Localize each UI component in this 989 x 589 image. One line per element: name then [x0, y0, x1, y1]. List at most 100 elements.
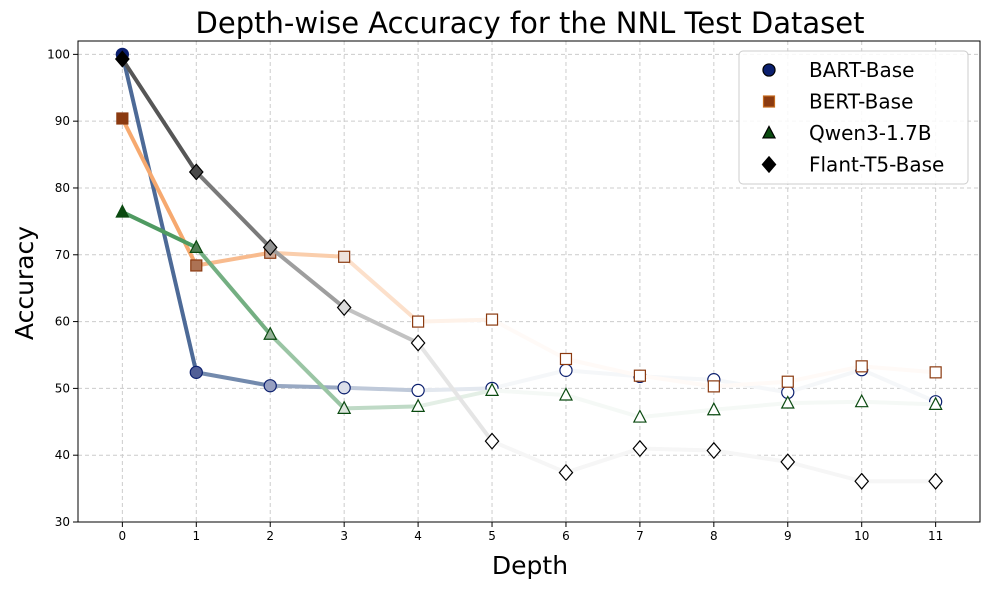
triangle-marker — [189, 239, 204, 253]
x-tick-label: 9 — [784, 529, 792, 543]
line-segment — [563, 368, 642, 379]
axis-ticks: 0 1 2 3 4 5 6 7 8 9 10 11 30 40 50 60 70 80 90 100 — [47, 47, 943, 543]
diamond-marker — [558, 463, 574, 482]
square-marker — [762, 95, 776, 108]
x-tick-label: 11 — [928, 529, 943, 543]
x-axis-label: Depth — [492, 551, 568, 580]
y-tick-label: 80 — [55, 181, 70, 195]
legend-box — [738, 50, 969, 185]
square-marker — [707, 380, 720, 393]
x-tick-label: 6 — [562, 529, 570, 543]
line-segment — [120, 52, 199, 375]
y-tick-label: 50 — [55, 381, 70, 395]
x-tick-label: 10 — [854, 529, 869, 543]
chart-title: Depth-wise Accuracy for the NNL Test Dat… — [196, 6, 865, 40]
diamond-marker — [114, 50, 130, 68]
line-segment — [637, 407, 716, 420]
legend-label: Flant-T5-Base — [809, 153, 944, 177]
square-marker — [633, 369, 647, 382]
diamond-marker — [262, 238, 278, 257]
square-marker — [485, 313, 499, 326]
triangle-marker — [761, 125, 777, 139]
triangle-marker — [928, 396, 943, 410]
x-tick-label: 2 — [266, 529, 274, 543]
series-qwen3-1-7b — [115, 204, 943, 423]
square-marker — [781, 375, 794, 388]
line-segment — [785, 459, 864, 484]
line-segment — [785, 364, 864, 384]
line-segment — [120, 57, 199, 174]
legend-label: BART-Base — [809, 58, 914, 82]
triangle-marker — [411, 398, 426, 412]
line-segment — [120, 210, 199, 250]
triangle-marker — [337, 400, 352, 414]
x-tick-label: 7 — [636, 529, 644, 543]
diamond-marker — [706, 441, 722, 460]
diamond-marker — [484, 432, 500, 450]
plot-series — [114, 47, 944, 490]
square-marker — [116, 112, 129, 125]
x-tick-label: 3 — [340, 529, 348, 543]
y-tick-label: 100 — [47, 47, 70, 61]
square-marker — [190, 259, 203, 272]
line-segment — [194, 245, 273, 337]
line-segment — [859, 399, 938, 407]
triangle-marker — [115, 204, 130, 218]
line-segment — [416, 340, 495, 444]
y-tick-label: 70 — [55, 248, 70, 262]
line-segment — [342, 385, 421, 393]
line-segment — [637, 446, 716, 453]
triangle-marker — [706, 401, 721, 416]
x-tick-label: 1 — [192, 529, 200, 543]
legend-label: BERT-Base — [809, 90, 913, 114]
plot-frame — [77, 40, 981, 523]
line-segment — [490, 368, 568, 391]
line-segment — [785, 399, 864, 406]
square-marker — [855, 360, 868, 373]
line-segment — [416, 388, 495, 409]
y-tick-label: 30 — [55, 515, 70, 529]
circle-marker — [263, 379, 277, 393]
square-marker — [411, 315, 425, 328]
square-marker — [559, 352, 573, 366]
circle-marker — [189, 365, 203, 380]
diamond-marker — [632, 439, 648, 458]
diamond-marker — [928, 472, 944, 490]
line-segment — [859, 364, 938, 375]
triangle-marker — [780, 395, 795, 409]
line-segment — [342, 305, 421, 345]
legend: BART-Base BERT-Base Qwen3-1.7B Flant-T5-Bas… — [738, 50, 969, 185]
line-segment — [268, 250, 347, 259]
circle-marker — [762, 63, 776, 77]
line-segment — [268, 332, 347, 411]
line-segment — [563, 393, 642, 420]
diamond-marker — [188, 163, 204, 181]
diamond-marker — [336, 298, 352, 317]
x-tick-label: 0 — [119, 529, 127, 543]
series-flant-t5-base — [114, 50, 944, 490]
line-segment — [194, 370, 273, 388]
line-segment — [342, 404, 421, 411]
x-tick-label: 8 — [710, 529, 718, 543]
y-tick-label: 60 — [55, 315, 70, 329]
line-segment — [563, 356, 642, 378]
triangle-marker — [263, 326, 278, 340]
triangle-marker — [484, 382, 500, 396]
series-bert-base — [116, 112, 942, 393]
line-segment — [268, 383, 347, 390]
line-segment — [563, 446, 642, 475]
diamond-marker — [410, 334, 426, 352]
circle-marker — [411, 383, 425, 398]
y-tick-label: 40 — [55, 448, 70, 462]
square-marker — [929, 366, 942, 379]
line-segment — [711, 401, 790, 412]
x-tick-label: 5 — [488, 529, 496, 543]
diamond-marker — [854, 472, 870, 490]
triangle-marker — [854, 393, 869, 408]
line-segment — [342, 254, 421, 324]
square-marker — [338, 250, 351, 263]
y-axis-label: Accuracy — [10, 226, 39, 340]
circle-marker — [337, 381, 351, 395]
line-segment — [268, 245, 347, 310]
